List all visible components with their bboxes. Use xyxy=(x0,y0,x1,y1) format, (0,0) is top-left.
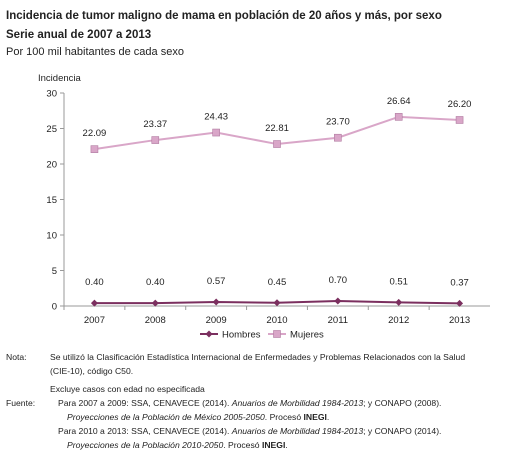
x-tick-label: 2009 xyxy=(206,315,227,326)
data-label: 23.70 xyxy=(326,117,350,128)
x-tick-label: 2010 xyxy=(266,315,287,326)
source-line: Proyecciones de la Población de México 2… xyxy=(67,412,329,422)
note-label: Nota: xyxy=(6,352,27,362)
y-tick-label: 20 xyxy=(46,160,57,171)
point xyxy=(90,299,98,307)
data-label: 24.43 xyxy=(204,112,228,123)
point xyxy=(455,116,464,124)
y-tick-label: 5 xyxy=(52,266,57,277)
y-tick-label: 25 xyxy=(46,124,57,135)
source-segment: . xyxy=(327,412,329,422)
source-segment: . xyxy=(285,440,287,450)
source-segment: Anuarios de Morbilidad 1984-2013 xyxy=(231,426,364,436)
point xyxy=(151,136,160,144)
x-tick-label: 2007 xyxy=(84,315,105,326)
source-line: Para 2007 a 2009: SSA, CENAVECE (2014). … xyxy=(58,398,441,408)
source-segment: Proyecciones de la Población 2010-2050 xyxy=(67,440,223,450)
x-tick-label: 2012 xyxy=(388,315,409,326)
y-tick-label: 15 xyxy=(46,195,57,206)
point xyxy=(212,128,220,137)
source-segment: Anuarios de Morbilidad 1984-2013 xyxy=(231,398,364,408)
y-axis-label: Incidencia xyxy=(38,73,81,84)
data-label: 26.20 xyxy=(448,99,472,110)
data-label: 0.37 xyxy=(450,277,469,288)
y-tick-label: 0 xyxy=(52,302,57,313)
data-label: 0.70 xyxy=(329,275,348,286)
point xyxy=(394,113,403,121)
data-label: 22.81 xyxy=(265,123,289,134)
legend-marker xyxy=(205,330,213,338)
point xyxy=(273,299,281,307)
units: Por 100 mil habitantes de cada sexo xyxy=(6,46,184,58)
point xyxy=(151,299,159,307)
x-tick-label: 2008 xyxy=(145,315,166,326)
point xyxy=(273,140,281,148)
data-label: 0.40 xyxy=(85,277,104,288)
data-label: 0.45 xyxy=(268,277,287,288)
legend-marker xyxy=(273,330,281,338)
data-label: 0.57 xyxy=(207,276,226,287)
point xyxy=(334,133,342,142)
data-label: 26.64 xyxy=(387,96,411,107)
y-tick-label: 30 xyxy=(46,89,57,100)
chart-subtitle: Serie anual de 2007 a 2013 xyxy=(6,29,151,41)
point xyxy=(90,145,99,153)
legend-label: Hombres xyxy=(222,330,261,341)
source-label: Fuente: xyxy=(6,398,35,408)
legend-label: Mujeres xyxy=(290,330,324,341)
source-segment: INEGI xyxy=(304,412,327,422)
source-segment: ; y CONAPO (2014). xyxy=(363,426,441,436)
source-line: Para 2010 a 2013: SSA, CENAVECE (2014). … xyxy=(58,426,441,436)
chart-title: Incidencia de tumor maligno de mama en p… xyxy=(6,10,442,22)
source-segment: . Procesó xyxy=(265,412,304,422)
x-tick-label: 2013 xyxy=(449,315,470,326)
source-segment: . Procesó xyxy=(223,440,262,450)
point xyxy=(456,299,464,307)
point xyxy=(334,297,342,305)
source-segment: Para 2007 a 2009: SSA, CENAVECE (2014). xyxy=(58,398,232,408)
y-tick-label: 10 xyxy=(46,231,57,242)
source-line: Proyecciones de la Población 2010-2050. … xyxy=(67,440,288,450)
source-segment: ; y CONAPO (2008). xyxy=(363,398,441,408)
point xyxy=(212,298,220,306)
data-label: 23.37 xyxy=(143,119,167,130)
source-segment: INEGI xyxy=(262,440,285,450)
note-text: (CIE-10), código C50. xyxy=(50,366,133,376)
note-text: Excluye casos con edad no especificada xyxy=(50,384,205,394)
note-text: Se utilizó la Clasificación Estadística … xyxy=(50,352,465,362)
x-tick-label: 2011 xyxy=(328,315,348,326)
data-label: 22.09 xyxy=(83,128,107,139)
data-label: 0.51 xyxy=(389,276,408,287)
point xyxy=(395,298,403,306)
data-label: 0.40 xyxy=(146,277,165,288)
source-segment: Proyecciones de la Población de México 2… xyxy=(67,412,265,422)
source-segment: Para 2010 a 2013: SSA, CENAVECE (2014). xyxy=(58,426,232,436)
